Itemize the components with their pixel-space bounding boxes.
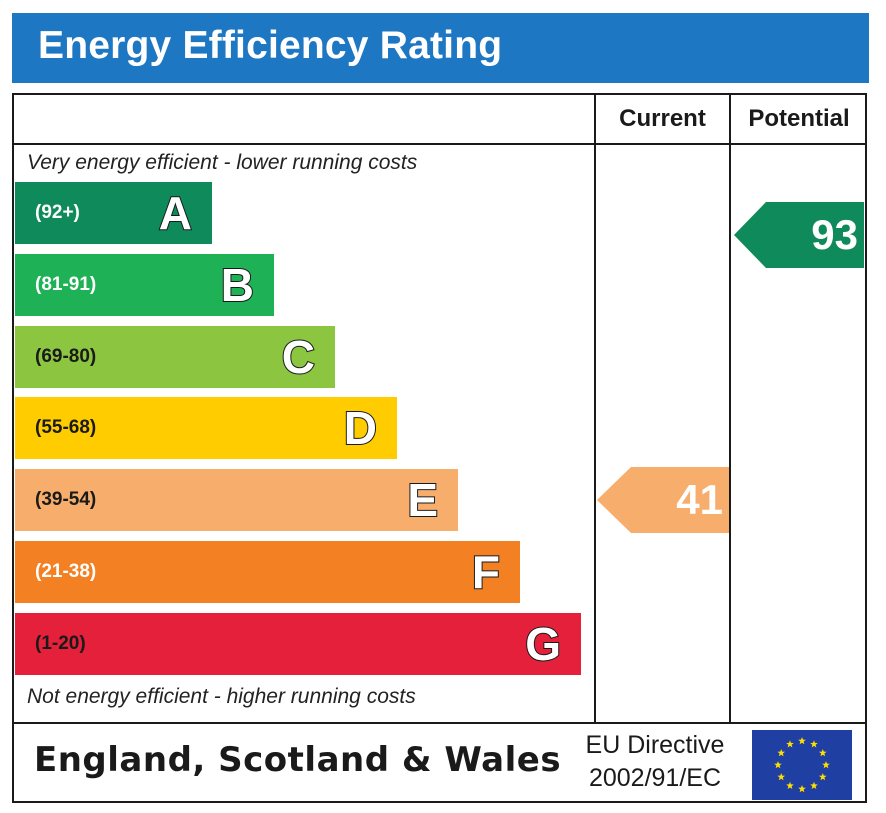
band-f: (21-38) F (15, 541, 520, 603)
band-b-range: (81-91) (35, 274, 97, 295)
band-b-letter: B (220, 258, 255, 312)
eu-star (818, 773, 827, 781)
band-g: (1-20) G (15, 613, 581, 675)
eu-flag-icon (752, 730, 852, 800)
eu-star (810, 740, 818, 748)
eu-star (786, 740, 794, 748)
potential-rating-arrow: 93 (734, 202, 864, 268)
eu-star (786, 781, 794, 790)
footer-region-label: England, Scotland & Wales (34, 740, 562, 780)
eu-star (774, 761, 782, 769)
column-header-current: Current (619, 105, 706, 132)
band-e-range: (39-54) (35, 489, 97, 510)
eu-star (777, 773, 786, 781)
band-d-range: (55-68) (35, 417, 97, 438)
band-f-range: (21-38) (35, 561, 97, 582)
note-inefficient: Not energy efficient - higher running co… (27, 685, 416, 708)
band-d-letter: D (343, 401, 378, 455)
band-a: (92+) A (15, 182, 212, 244)
eu-star (822, 761, 830, 769)
band-g-range: (1-20) (35, 633, 86, 654)
band-a-range: (92+) (35, 202, 80, 223)
potential-arrow-shape (734, 202, 864, 268)
band-g-letter: G (524, 617, 562, 671)
band-c-letter: C (281, 330, 316, 384)
eu-star (798, 737, 806, 745)
current-rating-value: 41 (676, 476, 723, 523)
band-a-letter: A (158, 186, 193, 240)
potential-rating-value: 93 (811, 211, 858, 258)
column-header-potential: Potential (748, 105, 850, 132)
band-e-letter: E (406, 473, 439, 527)
column-divider-left (594, 93, 596, 723)
current-arrow-shape (597, 467, 729, 533)
band-b: (81-91) B (15, 254, 274, 316)
eu-star (818, 749, 827, 757)
title-bar: Energy Efficiency Rating (12, 13, 869, 83)
eu-directive-label: EU Directive (585, 731, 725, 759)
header-divider (12, 143, 867, 145)
eu-stars (774, 737, 830, 793)
eu-star (810, 781, 818, 790)
band-e: (39-54) E (15, 469, 458, 531)
column-divider-right (729, 93, 731, 723)
band-f-letter: F (471, 545, 501, 599)
eu-star (777, 749, 786, 757)
eu-star (798, 785, 806, 793)
note-efficient: Very energy efficient - lower running co… (27, 151, 418, 174)
band-c-range: (69-80) (35, 346, 97, 367)
chart-title: Energy Efficiency Rating (38, 24, 503, 67)
band-c: (69-80) C (15, 326, 335, 388)
current-rating-arrow: 41 (597, 467, 729, 533)
band-d: (55-68) D (15, 397, 397, 459)
rating-table (12, 93, 867, 803)
footer-divider (12, 722, 867, 724)
eu-directive-number: 2002/91/EC (588, 764, 722, 792)
